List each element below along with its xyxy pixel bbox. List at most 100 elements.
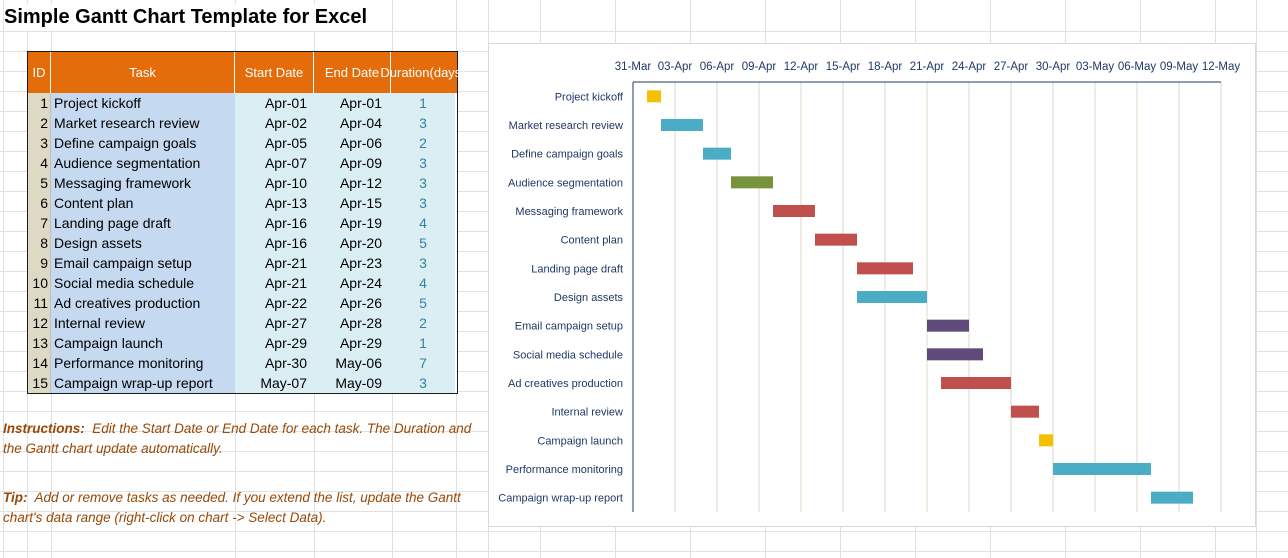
cell-id[interactable]: 12 (28, 313, 51, 333)
cell-task[interactable]: Project kickoff (51, 93, 235, 113)
cell-duration[interactable]: 2 (391, 313, 455, 333)
cell-id[interactable]: 7 (28, 213, 51, 233)
cell-duration[interactable]: 1 (391, 93, 455, 113)
cell-duration[interactable]: 3 (391, 153, 455, 173)
cell-start-date[interactable]: May-07 (235, 373, 314, 393)
y-category-label: Define campaign goals (511, 149, 623, 161)
x-tick-label: 27-Apr (994, 61, 1029, 73)
cell-task[interactable]: Internal review (51, 313, 235, 333)
cell-end-date[interactable]: Apr-26 (314, 293, 391, 313)
cell-duration[interactable]: 5 (391, 293, 455, 313)
x-tick-label: 18-Apr (868, 61, 903, 73)
table-row: 5 Messaging framework Apr-10 Apr-12 3 (28, 173, 457, 193)
cell-start-date[interactable]: Apr-07 (235, 153, 314, 173)
cell-start-date[interactable]: Apr-29 (235, 333, 314, 353)
cell-end-date[interactable]: Apr-12 (314, 173, 391, 193)
cell-id[interactable]: 15 (28, 373, 51, 393)
cell-id[interactable]: 8 (28, 233, 51, 253)
cell-id[interactable]: 6 (28, 193, 51, 213)
cell-start-date[interactable]: Apr-16 (235, 233, 314, 253)
cell-duration[interactable]: 5 (391, 233, 455, 253)
cell-start-date[interactable]: Apr-21 (235, 253, 314, 273)
cell-end-date[interactable]: Apr-15 (314, 193, 391, 213)
cell-id[interactable]: 10 (28, 273, 51, 293)
table-row: 7 Landing page draft Apr-16 Apr-19 4 (28, 213, 457, 233)
page-title: Simple Gantt Chart Template for Excel (4, 4, 374, 30)
cell-end-date[interactable]: Apr-23 (314, 253, 391, 273)
cell-task[interactable]: Audience segmentation (51, 153, 235, 173)
cell-duration[interactable]: 3 (391, 253, 455, 273)
cell-start-date[interactable]: Apr-10 (235, 173, 314, 193)
cell-task[interactable]: Ad creatives production (51, 293, 235, 313)
gantt-bar (661, 119, 703, 131)
y-category-label: Project kickoff (555, 91, 624, 103)
cell-task[interactable]: Content plan (51, 193, 235, 213)
cell-id[interactable]: 14 (28, 353, 51, 373)
cell-end-date[interactable]: Apr-04 (314, 113, 391, 133)
cell-start-date[interactable]: Apr-13 (235, 193, 314, 213)
cell-id[interactable]: 11 (28, 293, 51, 313)
cell-start-date[interactable]: Apr-21 (235, 273, 314, 293)
table-row: 12 Internal review Apr-27 Apr-28 2 (28, 313, 457, 333)
cell-duration[interactable]: 3 (391, 193, 455, 213)
gantt-chart-svg: 31-Mar 03-Apr 06-Apr 09-Apr 12-Apr 15-Apr 18-A… (498, 61, 1240, 512)
cell-end-date[interactable]: May-06 (314, 353, 391, 373)
cell-end-date[interactable]: Apr-06 (314, 133, 391, 153)
cell-end-date[interactable]: Apr-01 (314, 93, 391, 113)
cell-task[interactable]: Define campaign goals (51, 133, 235, 153)
cell-task[interactable]: Design assets (51, 233, 235, 253)
header-start-date[interactable]: Start Date (235, 52, 314, 93)
cell-duration[interactable]: 1 (391, 333, 455, 353)
instructions-note[interactable]: Instructions: Edit the Start Date or End… (3, 419, 473, 459)
cell-duration[interactable]: 3 (391, 173, 455, 193)
cell-duration[interactable]: 2 (391, 133, 455, 153)
cell-id[interactable]: 1 (28, 93, 51, 113)
cell-task[interactable]: Messaging framework (51, 173, 235, 193)
gantt-bar (1053, 463, 1151, 475)
cell-task[interactable]: Campaign wrap-up report (51, 373, 235, 393)
cell-end-date[interactable]: Apr-09 (314, 153, 391, 173)
cell-task[interactable]: Performance monitoring (51, 353, 235, 373)
cell-id[interactable]: 4 (28, 153, 51, 173)
cell-end-date[interactable]: Apr-20 (314, 233, 391, 253)
header-end-date[interactable]: End Date (314, 52, 391, 93)
cell-duration[interactable]: 4 (391, 273, 455, 293)
cell-end-date[interactable]: May-09 (314, 373, 391, 393)
cell-end-date[interactable]: Apr-29 (314, 333, 391, 353)
cell-duration[interactable]: 3 (391, 113, 455, 133)
cell-start-date[interactable]: Apr-22 (235, 293, 314, 313)
gantt-bar (731, 176, 773, 189)
gantt-chart[interactable]: 31-Mar 03-Apr 06-Apr 09-Apr 12-Apr 15-Apr 18-A… (488, 43, 1256, 527)
y-category-label: Internal review (551, 407, 623, 419)
cell-end-date[interactable]: Apr-19 (314, 213, 391, 233)
tip-note[interactable]: Tip: Add or remove tasks as needed. If y… (3, 488, 473, 528)
cell-duration[interactable]: 7 (391, 353, 455, 373)
x-tick-label: 30-Apr (1036, 61, 1071, 73)
cell-start-date[interactable]: Apr-01 (235, 93, 314, 113)
cell-id[interactable]: 13 (28, 333, 51, 353)
y-category-label: Messaging framework (515, 206, 623, 218)
header-id[interactable]: ID (28, 52, 51, 93)
gantt-bar (927, 348, 983, 361)
cell-task[interactable]: Landing page draft (51, 213, 235, 233)
header-task[interactable]: Task (51, 52, 235, 93)
cell-start-date[interactable]: Apr-02 (235, 113, 314, 133)
cell-task[interactable]: Campaign launch (51, 333, 235, 353)
cell-id[interactable]: 9 (28, 253, 51, 273)
cell-duration[interactable]: 4 (391, 213, 455, 233)
header-duration[interactable]: Duration (days) (380, 52, 465, 93)
cell-id[interactable]: 5 (28, 173, 51, 193)
cell-start-date[interactable]: Apr-30 (235, 353, 314, 373)
table-body: 1 Project kickoff Apr-01 Apr-01 1 2 Market res… (28, 93, 457, 393)
cell-start-date[interactable]: Apr-05 (235, 133, 314, 153)
cell-task[interactable]: Email campaign setup (51, 253, 235, 273)
cell-id[interactable]: 2 (28, 113, 51, 133)
cell-end-date[interactable]: Apr-28 (314, 313, 391, 333)
cell-end-date[interactable]: Apr-24 (314, 273, 391, 293)
cell-duration[interactable]: 3 (391, 373, 455, 393)
cell-id[interactable]: 3 (28, 133, 51, 153)
cell-task[interactable]: Market research review (51, 113, 235, 133)
cell-task[interactable]: Social media schedule (51, 273, 235, 293)
cell-start-date[interactable]: Apr-27 (235, 313, 314, 333)
cell-start-date[interactable]: Apr-16 (235, 213, 314, 233)
